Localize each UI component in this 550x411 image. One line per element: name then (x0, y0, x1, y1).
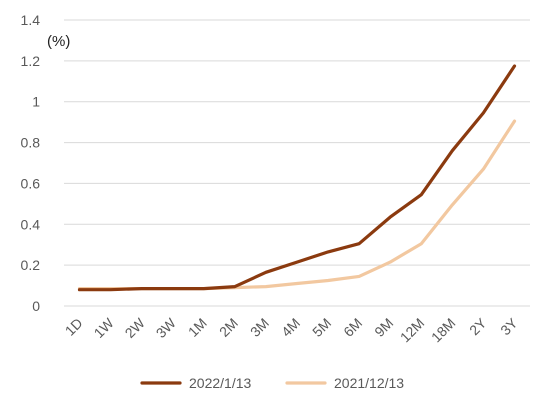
x-tick-label: 12M (397, 315, 428, 346)
x-tick-label: 4M (278, 315, 303, 340)
y-tick-label: 1 (32, 94, 40, 110)
y-tick-label: 0.8 (21, 135, 41, 151)
y-axis-labels: 0 0.2 0.4 0.6 0.8 1 1.2 1.4 (21, 12, 41, 314)
x-axis-labels: 1D 1W 2W 3W 1M 2M 3M 4M 5M 6M 9M 12M 18M 2Y 3Y (62, 314, 521, 345)
x-tick-label: 6M (340, 315, 365, 340)
legend-label: 2021/12/13 (334, 375, 404, 391)
x-tick-label: 2M (216, 315, 241, 340)
x-tick-label: 2W (122, 314, 149, 341)
x-tick-label: 2Y (466, 314, 490, 338)
x-tick-label: 3Y (497, 314, 521, 338)
x-tick-label: 3W (153, 314, 180, 341)
legend-label: 2022/1/13 (189, 375, 251, 391)
x-tick-label: 1D (62, 315, 86, 339)
y-tick-label: 0.4 (21, 216, 41, 232)
x-tick-label: 1W (91, 314, 118, 341)
y-unit-label: (%) (47, 33, 70, 50)
x-tick-label: 18M (428, 315, 459, 346)
y-tick-label: 0.6 (21, 175, 41, 191)
grid-lines (64, 19, 530, 307)
y-tick-label: 0.2 (21, 257, 41, 273)
y-tick-label: 0 (32, 298, 40, 314)
legend: 2022/1/13 2021/12/13 (140, 375, 404, 391)
x-tick-label: 1M (185, 315, 210, 340)
x-tick-label: 5M (309, 315, 334, 340)
y-tick-label: 1.2 (21, 53, 41, 69)
x-tick-label: 9M (371, 315, 396, 340)
series-line (77, 64, 517, 292)
series-lines (77, 64, 517, 292)
y-tick-label: 1.4 (21, 12, 41, 28)
x-tick-label: 3M (247, 315, 272, 340)
